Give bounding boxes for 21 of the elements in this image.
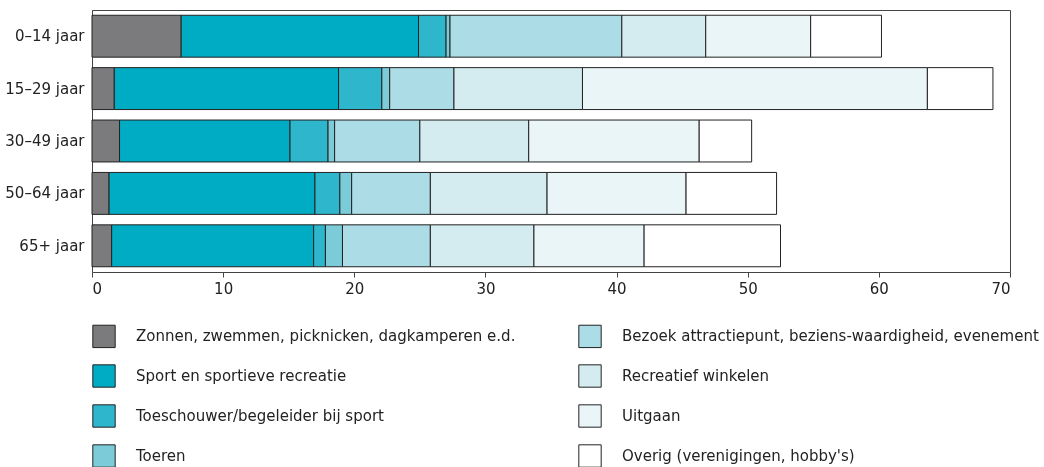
y-tick-label: 65+ jaar	[19, 236, 86, 255]
legend-label: Toeschouwer/begeleider bij sport	[135, 407, 385, 425]
x-tick-label: 60	[869, 279, 889, 298]
x-tick-label: 10	[214, 279, 234, 298]
y-tick-label: 50–64 jaar	[5, 184, 86, 203]
x-tick-label: 20	[345, 279, 365, 298]
x-tick-label: 30	[476, 279, 496, 298]
x-tick-label: 40	[607, 279, 627, 298]
y-tick-label: 0–14 jaar	[14, 27, 86, 46]
legend-label: Toeren	[135, 447, 186, 465]
legend-label: Recreatief winkelen	[622, 367, 770, 385]
legend-label: Zonnen, zwemmen, picknicken, dagkamperen e.d.	[136, 327, 516, 346]
y-tick-label: 15–29 jaar	[5, 79, 86, 98]
x-tick-label: 70	[991, 279, 1011, 298]
legend-label: Bezoek attractiepunt, beziens-waardigheid, evenement	[622, 327, 1039, 346]
x-tick-label: 50	[738, 279, 758, 298]
x-tick-label: 0	[92, 279, 103, 298]
legend-label: Sport en sportieve recreatie	[136, 367, 347, 385]
y-tick-label: 30–49 jaar	[5, 132, 86, 150]
legend-label: Uitgaan	[622, 407, 681, 425]
legend-label: Overig (verenigingen, hobby's)	[622, 447, 855, 465]
